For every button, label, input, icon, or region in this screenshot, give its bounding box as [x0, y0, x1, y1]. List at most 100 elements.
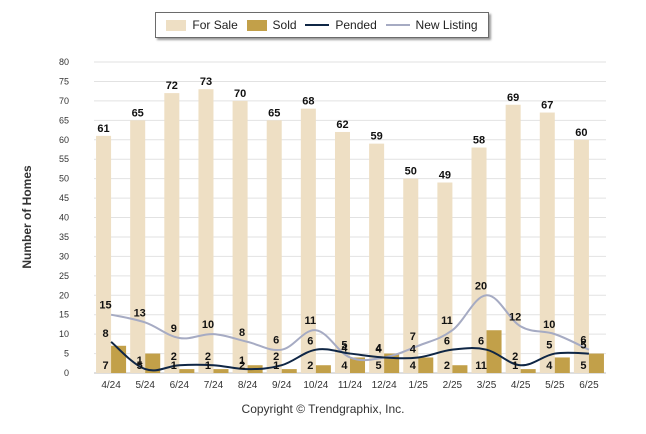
data-label-sold: 1	[171, 360, 177, 372]
x-tick-label: 2/25	[443, 380, 463, 391]
data-label-sold: 4	[341, 360, 348, 372]
data-label-new-listing: 6	[580, 335, 586, 347]
legend-label-sold: Sold	[272, 18, 297, 32]
data-label-new-listing: 11	[441, 315, 453, 327]
legend-item-pended[interactable]: Pended	[305, 18, 377, 32]
data-label-sold: 2	[307, 360, 313, 372]
y-tick-label: 75	[59, 76, 69, 86]
y-tick-label: 25	[59, 271, 69, 281]
data-label-pended: 1	[239, 355, 245, 367]
bar-sold	[145, 353, 161, 373]
data-label-sold: 1	[512, 360, 518, 372]
x-tick-label: 4/24	[101, 380, 121, 391]
data-label-new-listing: 13	[134, 307, 146, 319]
bar-for-sale	[539, 112, 555, 373]
data-label-pended: 6	[307, 336, 313, 348]
legend-item-for-sale[interactable]: For Sale	[166, 18, 238, 32]
data-label-pended: 4	[376, 343, 383, 355]
data-label-new-listing: 11	[305, 315, 317, 327]
data-label-new-listing: 9	[171, 323, 177, 335]
data-label-for-sale: 58	[473, 135, 485, 147]
data-label-pended: 2	[273, 351, 279, 363]
data-label-new-listing: 15	[99, 300, 111, 312]
y-tick-label: 10	[59, 329, 69, 339]
data-label-for-sale: 62	[336, 119, 348, 131]
y-tick-label: 65	[59, 115, 69, 125]
data-label-pended: 6	[478, 336, 484, 348]
data-label-sold: 11	[475, 360, 487, 372]
bar-for-sale	[96, 135, 112, 373]
data-label-for-sale: 73	[200, 76, 212, 88]
bar-sold	[520, 369, 536, 373]
x-tick-label: 3/25	[477, 380, 497, 391]
data-label-for-sale: 61	[97, 123, 109, 135]
x-tick-label: 10/24	[303, 380, 328, 391]
data-label-new-listing: 4	[341, 342, 348, 354]
data-label-for-sale: 65	[268, 107, 280, 119]
data-label-pended: 1	[137, 355, 143, 367]
legend-label-new-listing: New Listing	[415, 18, 478, 32]
data-label-for-sale: 60	[575, 127, 587, 139]
legend-label-pended: Pended	[335, 18, 377, 32]
data-label-pended: 5	[580, 340, 586, 352]
line-pended	[110, 341, 589, 372]
bar-for-sale	[164, 93, 180, 373]
data-label-for-sale: 70	[234, 88, 246, 100]
y-tick-label: 45	[59, 193, 69, 203]
data-label-for-sale: 49	[439, 170, 451, 182]
bar-sold	[554, 357, 570, 373]
bar-sold	[350, 357, 366, 373]
x-tick-label: 8/24	[238, 380, 258, 391]
data-label-new-listing: 6	[273, 335, 279, 347]
data-label-new-listing: 8	[239, 327, 245, 339]
legend-swatch-pended	[305, 24, 330, 26]
data-label-sold: 7	[102, 360, 108, 372]
data-label-pended: 5	[546, 340, 552, 352]
y-tick-label: 55	[59, 154, 69, 164]
x-tick-label: 5/24	[135, 380, 155, 391]
data-label-pended: 2	[205, 351, 211, 363]
bar-for-sale	[198, 89, 214, 374]
bar-for-sale	[266, 120, 282, 373]
bar-for-sale	[334, 131, 350, 373]
bar-for-sale	[505, 104, 521, 373]
x-tick-label: 6/25	[579, 380, 599, 391]
y-tick-label: 20	[59, 290, 69, 300]
data-label-sold: 5	[137, 360, 143, 372]
data-label-new-listing: 10	[543, 319, 555, 331]
bar-for-sale	[437, 182, 453, 373]
data-label-for-sale: 69	[507, 92, 519, 104]
data-label-new-listing: 7	[410, 331, 416, 343]
line-new-listing	[110, 294, 590, 362]
data-label-new-listing: 10	[202, 319, 214, 331]
legend-swatch-new-listing	[385, 24, 410, 26]
data-label-sold: 5	[376, 360, 382, 372]
data-label-new-listing: 12	[509, 311, 521, 323]
data-label-pended: 8	[102, 328, 108, 340]
data-label-new-listing: 4	[376, 342, 383, 354]
legend-item-new-listing[interactable]: New Listing	[385, 18, 478, 32]
data-label-pended: 5	[341, 340, 347, 352]
data-label-pended: 4	[410, 343, 417, 355]
y-axis-title: Number of Homes	[20, 165, 34, 269]
data-label-sold: 2	[444, 360, 450, 372]
data-label-for-sale: 67	[541, 100, 553, 112]
x-tick-label: 12/24	[372, 380, 397, 391]
data-label-sold: 4	[546, 360, 553, 372]
bar-sold	[588, 353, 604, 373]
bar-for-sale	[130, 120, 146, 373]
x-tick-label: 1/25	[409, 380, 429, 391]
chart-legend: For Sale Sold Pended New Listing	[155, 12, 489, 38]
data-label-for-sale: 65	[132, 107, 144, 119]
y-tick-label: 40	[59, 213, 69, 223]
x-tick-label: 9/24	[272, 380, 292, 391]
y-tick-label: 80	[59, 57, 69, 67]
data-label-pended: 2	[512, 351, 518, 363]
y-tick-label: 70	[59, 96, 69, 106]
data-label-for-sale: 68	[302, 96, 314, 108]
y-tick-label: 15	[59, 310, 69, 320]
y-tick-label: 50	[59, 174, 69, 184]
data-label-new-listing: 20	[475, 280, 487, 292]
legend-item-sold[interactable]: Sold	[246, 18, 297, 32]
